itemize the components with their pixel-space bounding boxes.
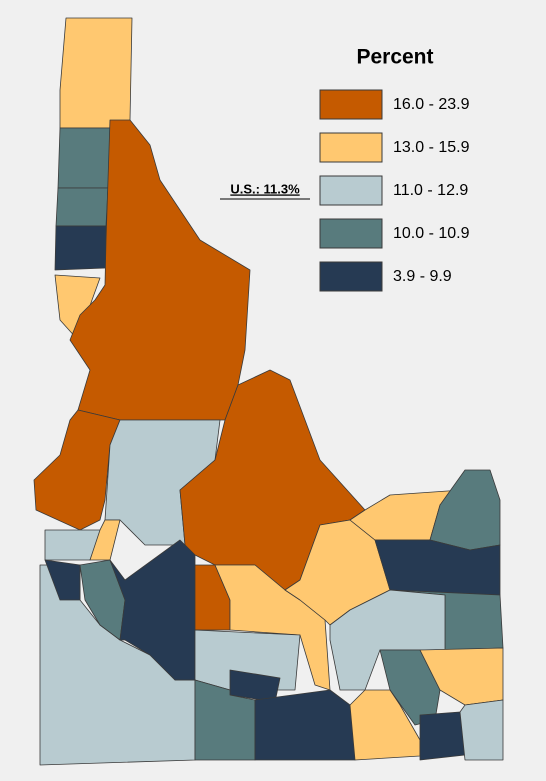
legend-swatch <box>319 175 383 206</box>
county <box>59 17 133 129</box>
legend-swatch <box>319 89 383 120</box>
us-note: U.S.: 11.3% <box>230 181 300 196</box>
county <box>57 127 111 189</box>
legend-label: 16.0 - 23.9 <box>393 96 470 113</box>
county <box>109 539 196 681</box>
county <box>419 711 466 761</box>
county <box>349 689 421 761</box>
county <box>89 519 121 561</box>
county <box>54 225 107 271</box>
legend-swatch <box>319 261 383 292</box>
legend-label: 10.0 - 10.9 <box>393 225 470 242</box>
county <box>254 689 356 761</box>
idaho-counties <box>33 17 504 766</box>
legend-swatch <box>319 218 383 249</box>
legend-label: 11.0 - 12.9 <box>393 182 468 199</box>
county <box>104 419 221 546</box>
county <box>55 187 109 227</box>
legend-label: 13.0 - 15.9 <box>393 139 470 156</box>
county <box>459 699 504 761</box>
county <box>374 539 501 596</box>
legend-title: Percent <box>356 46 433 69</box>
county <box>44 559 81 601</box>
legend-swatch <box>319 132 383 163</box>
legend-label: 3.9 - 9.9 <box>393 268 452 285</box>
